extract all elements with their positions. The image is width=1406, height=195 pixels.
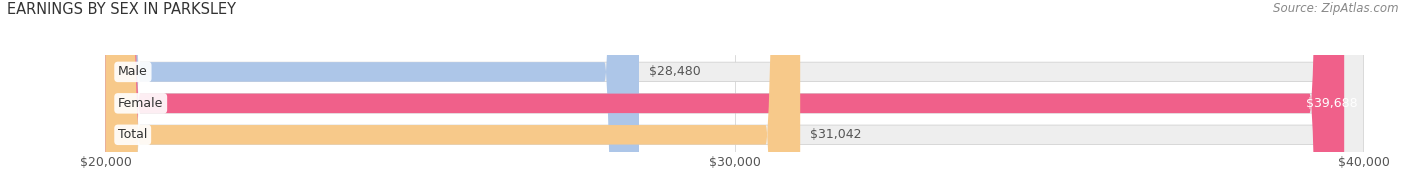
Text: EARNINGS BY SEX IN PARKSLEY: EARNINGS BY SEX IN PARKSLEY bbox=[7, 2, 236, 17]
Text: $28,480: $28,480 bbox=[650, 65, 700, 78]
FancyBboxPatch shape bbox=[105, 0, 1364, 195]
FancyBboxPatch shape bbox=[105, 0, 800, 195]
FancyBboxPatch shape bbox=[105, 0, 638, 195]
FancyBboxPatch shape bbox=[105, 0, 1364, 195]
Text: Female: Female bbox=[118, 97, 163, 110]
Text: $39,688: $39,688 bbox=[1306, 97, 1358, 110]
Text: Source: ZipAtlas.com: Source: ZipAtlas.com bbox=[1274, 2, 1399, 15]
Text: Male: Male bbox=[118, 65, 148, 78]
FancyBboxPatch shape bbox=[105, 0, 1364, 195]
Text: Total: Total bbox=[118, 128, 148, 141]
Text: $31,042: $31,042 bbox=[810, 128, 862, 141]
FancyBboxPatch shape bbox=[105, 0, 1344, 195]
